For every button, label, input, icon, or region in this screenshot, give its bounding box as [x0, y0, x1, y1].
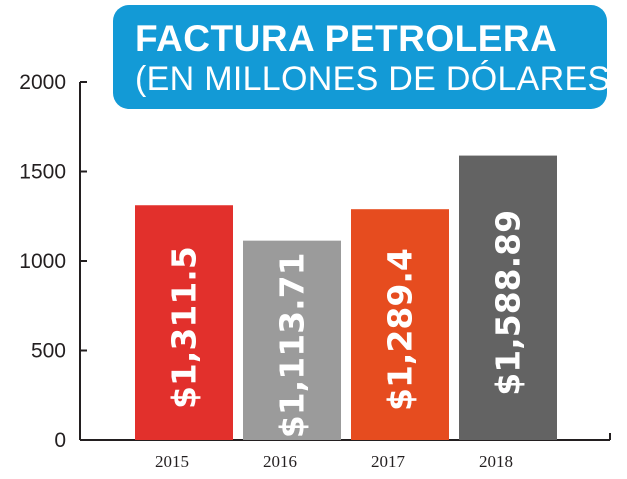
x-category-label: 2018: [479, 452, 513, 471]
y-tick-label: 1000: [19, 250, 66, 273]
x-category-label: 2016: [263, 452, 297, 471]
x-category-label: 2015: [155, 452, 189, 471]
y-tick-label: 2000: [19, 71, 66, 94]
bar-2016: [243, 240, 341, 440]
bar-2018: [459, 155, 557, 440]
chart-title: FACTURA PETROLERA: [135, 18, 558, 59]
bar-2017: [351, 209, 449, 440]
chart-title-box: FACTURA PETROLERA (EN MILLONES DE DÓLARE…: [113, 5, 623, 109]
y-tick-label: 1500: [19, 161, 66, 184]
bar-value-label: $1,289.4: [381, 248, 420, 411]
bar-value-label: $1,113.71: [273, 252, 312, 438]
y-tick-label: 0: [54, 429, 66, 452]
y-tick-label: 500: [31, 340, 66, 363]
bar-value-label: $1,588.89: [489, 210, 528, 396]
bars-group: [135, 155, 557, 440]
bar-2015: [135, 205, 233, 440]
chart-subtitle: (EN MILLONES DE DÓLARES): [135, 60, 623, 98]
x-category-label: 2017: [371, 452, 406, 471]
labels-group: $1,311.5 2015 $1,113.71 2016 $1,289.4 2017 $1,…: [155, 210, 528, 471]
bar-value-label: $1,311.5: [165, 246, 204, 409]
